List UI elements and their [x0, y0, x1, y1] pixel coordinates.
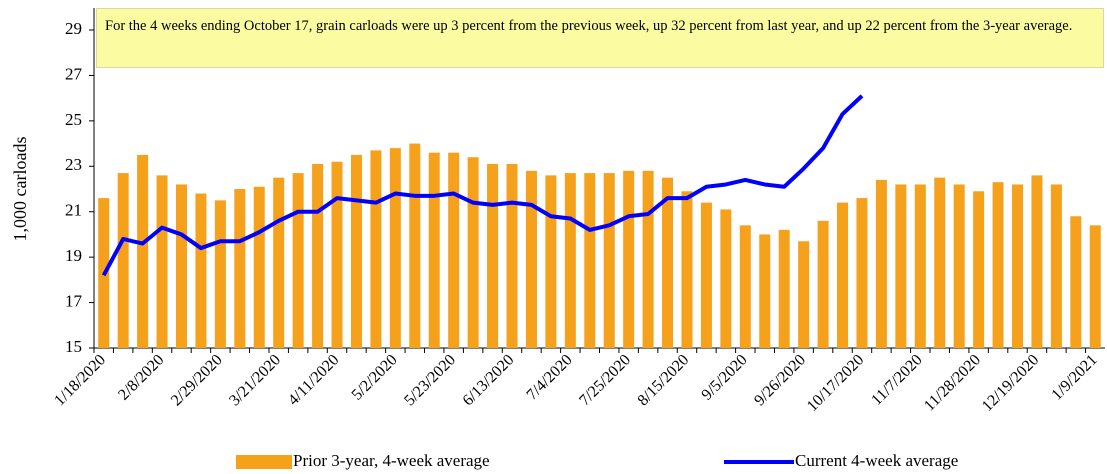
- bar: [759, 234, 771, 348]
- bar: [1089, 225, 1101, 348]
- bar: [137, 154, 149, 348]
- bar: [487, 164, 499, 348]
- bar: [234, 189, 246, 348]
- x-tick-label: 10/17/2020: [804, 351, 868, 415]
- bar: [856, 198, 868, 348]
- x-tick-label: 1/9/2021: [1048, 351, 1100, 403]
- bar: [564, 173, 576, 348]
- x-tick-label: 1/18/2020: [51, 351, 109, 409]
- bar: [603, 173, 615, 348]
- bar: [720, 209, 732, 348]
- y-tick-label: 17: [65, 291, 83, 310]
- bar: [409, 143, 421, 348]
- bar: [681, 191, 693, 348]
- annotation: For the 4 weeks ending October 17, grain…: [96, 8, 1104, 68]
- y-tick-label: 29: [65, 19, 82, 38]
- bar: [973, 191, 985, 348]
- bar: [331, 161, 343, 348]
- bar: [798, 241, 810, 348]
- bar: [506, 164, 518, 348]
- x-tick-label: 4/11/2020: [285, 351, 342, 408]
- bar: [1070, 216, 1082, 348]
- x-tick-label: 9/5/2020: [698, 351, 750, 403]
- y-tick-label: 19: [65, 246, 82, 265]
- bar: [448, 152, 460, 348]
- bar: [1031, 175, 1043, 348]
- legend-swatch: [236, 455, 292, 469]
- bar: [1050, 184, 1062, 348]
- x-tick-label: 3/21/2020: [226, 351, 284, 409]
- bar: [739, 225, 751, 348]
- x-tick-label: 12/19/2020: [979, 351, 1043, 415]
- bar: [117, 173, 129, 348]
- bar: [662, 177, 674, 348]
- y-tick-label: 15: [65, 337, 82, 356]
- x-tick-label: 11/28/2020: [921, 351, 984, 414]
- x-tick-label: 2/8/2020: [115, 351, 167, 403]
- x-tick-label: 7/25/2020: [576, 351, 634, 409]
- bar: [214, 200, 226, 348]
- bar: [467, 157, 479, 348]
- y-tick-label: 21: [65, 201, 82, 220]
- bar: [389, 148, 401, 348]
- line: [101, 94, 864, 277]
- bar: [428, 152, 440, 348]
- x-tick-label: 11/7/2020: [868, 351, 925, 408]
- y-tick-label: 25: [65, 110, 82, 129]
- bar: [273, 177, 285, 348]
- bar: [817, 220, 829, 348]
- y-tick-label: 27: [65, 64, 83, 83]
- x-tick-label: 6/13/2020: [460, 351, 518, 409]
- bar: [1012, 184, 1024, 348]
- bar: [700, 202, 712, 348]
- bar: [642, 170, 654, 348]
- bar: [623, 170, 635, 348]
- bar: [292, 173, 304, 348]
- bar: [525, 170, 537, 348]
- bar: [195, 193, 207, 348]
- x-tick-label: 5/2/2020: [349, 351, 401, 403]
- x-tick-label: 9/26/2020: [751, 351, 809, 409]
- bar: [778, 229, 790, 348]
- bar: [312, 164, 324, 348]
- legend-label: Prior 3-year, 4-week average: [293, 451, 490, 470]
- bar: [895, 184, 907, 348]
- bar: [370, 150, 382, 348]
- bar: [953, 184, 965, 348]
- bar: [914, 184, 926, 348]
- x-tick-label: 2/29/2020: [168, 351, 226, 409]
- bar: [545, 175, 557, 348]
- bar: [934, 177, 946, 348]
- bar: [253, 186, 265, 348]
- x-tick-label: 8/15/2020: [635, 351, 693, 409]
- bar: [875, 179, 887, 348]
- y-tick-label: 23: [65, 155, 82, 174]
- bar: [837, 202, 849, 348]
- bar: [350, 154, 362, 348]
- bar: [584, 173, 596, 348]
- x-tick-label: 7/4/2020: [524, 351, 576, 403]
- y-axis-title: 1,000 carloads: [10, 137, 30, 242]
- bar: [156, 175, 168, 348]
- legend-label: Current 4-week average: [795, 451, 958, 470]
- bar: [175, 184, 187, 348]
- x-tick-label: 5/23/2020: [401, 351, 459, 409]
- bar: [992, 182, 1004, 348]
